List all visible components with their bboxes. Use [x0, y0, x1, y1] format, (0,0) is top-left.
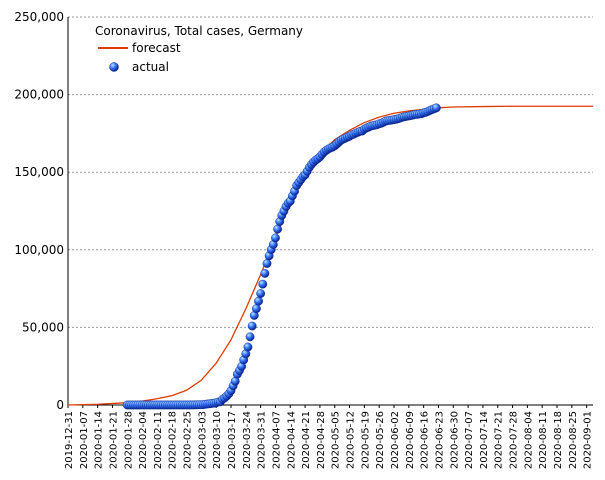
x-tick-label: 2020-03-10 — [212, 411, 223, 469]
grid-lines — [68, 16, 593, 328]
y-tick-label: 250,000 — [14, 10, 64, 24]
x-tick-label: 2020-06-16 — [420, 411, 431, 469]
x-tick-label: 2020-08-11 — [538, 411, 549, 469]
data-point — [245, 332, 255, 342]
x-tick-label: 2020-06-23 — [434, 411, 445, 469]
x-tick-label: 2020-07-28 — [509, 411, 520, 469]
x-tick-label: 2020-05-26 — [375, 411, 386, 469]
legend: Coronavirus, Total cases, Germany foreca… — [95, 24, 303, 74]
data-point — [243, 342, 253, 352]
x-tick-label: 2019-12-31 — [64, 411, 75, 469]
axes — [67, 17, 593, 408]
data-point — [254, 296, 263, 306]
data-point — [273, 224, 282, 234]
x-tick-label: 2020-05-05 — [331, 411, 342, 469]
x-tick-label: 2020-09-01 — [583, 411, 594, 469]
y-tick-label: 0 — [56, 398, 64, 412]
x-tick-label: 2020-08-18 — [553, 411, 564, 469]
x-tick-labels: 2019-12-31 2020-01-07 2020-01-14 2020-01-21… — [64, 411, 594, 469]
legend-forecast-label: forecast — [132, 41, 181, 55]
chart-title: Coronavirus, Total cases, Germany — [95, 24, 303, 38]
y-tick-label: 200,000 — [14, 88, 64, 102]
x-tick-label: 2020-03-31 — [257, 411, 268, 469]
x-tick-label: 2020-01-14 — [94, 411, 105, 469]
series — [67, 103, 593, 410]
data-point — [258, 279, 268, 289]
x-tick-label: 2020-02-18 — [168, 411, 179, 469]
x-tick-label: 2020-08-04 — [523, 411, 534, 469]
x-tick-label: 2020-04-14 — [286, 411, 297, 469]
x-tick-label: 2020-07-21 — [494, 411, 505, 469]
x-tick-label: 2020-06-02 — [390, 411, 401, 469]
x-tick-label: 2020-02-25 — [183, 411, 194, 469]
x-tick-label: 2020-04-28 — [316, 411, 327, 469]
x-tick-label: 2020-01-21 — [108, 411, 119, 469]
data-point — [247, 321, 257, 331]
x-tick-label: 2020-07-07 — [464, 411, 475, 469]
x-tick-label: 2020-06-09 — [405, 411, 416, 469]
data-point — [262, 259, 272, 268]
data-point — [431, 103, 441, 113]
y-tick-label: 150,000 — [14, 165, 64, 179]
x-tick-label: 2020-05-12 — [346, 411, 357, 469]
x-tick-label: 2020-02-11 — [153, 411, 164, 469]
x-tick-label: 2020-06-30 — [449, 411, 460, 469]
x-tick-label: 2020-08-25 — [568, 411, 579, 469]
legend-actual-swatch — [109, 62, 119, 72]
x-tick-label: 2020-03-03 — [197, 411, 208, 469]
x-tick-label: 2020-01-07 — [79, 411, 90, 469]
y-tick-label: 100,000 — [14, 243, 64, 257]
y-tick-label: 50,000 — [22, 320, 64, 334]
x-tick-label: 2020-05-19 — [360, 411, 371, 469]
series-points-actual — [122, 103, 441, 410]
y-tick-labels: 0 50,000 100,000 150,000 200,000 250,000 — [14, 10, 64, 412]
legend-actual-label: actual — [132, 60, 169, 74]
x-tick-label: 2020-01-28 — [123, 411, 134, 469]
x-tick-label: 2020-03-17 — [227, 411, 238, 469]
x-tick-label: 2020-04-21 — [301, 411, 312, 469]
x-tick-label: 2020-04-07 — [271, 411, 282, 469]
data-point — [256, 289, 266, 298]
x-tick-label: 2020-02-04 — [138, 411, 149, 469]
data-point — [260, 268, 270, 278]
data-point — [252, 304, 261, 314]
x-tick-label: 2020-07-14 — [479, 411, 490, 469]
data-point — [271, 233, 280, 243]
x-tick-label: 2020-03-24 — [242, 411, 253, 469]
